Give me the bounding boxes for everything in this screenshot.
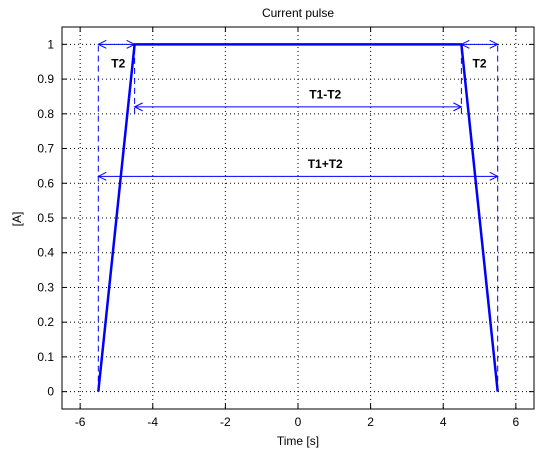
series-layer: [97, 43, 499, 392]
axes: [61, 26, 535, 410]
x-tick-label: 0: [295, 415, 302, 429]
pulse-line: [97, 43, 499, 392]
y-tick-label: 0.3: [37, 280, 54, 294]
annotations: T2 T2 T1-T2 T1+T2: [97, 39, 499, 181]
dimension-arrow: T2: [97, 39, 136, 70]
y-tick-label: 0.2: [37, 315, 54, 329]
annotation-label: T1-T2: [309, 88, 341, 102]
dashed-guides: [97, 44, 499, 392]
x-tick-label: 4: [440, 415, 447, 429]
y-tick-label: 0.8: [37, 107, 54, 121]
x-axis-label: Time [s]: [277, 434, 319, 448]
x-tick-label: -4: [147, 415, 158, 429]
arrow-head-left: [133, 102, 143, 112]
y-axis-label: [A]: [10, 212, 24, 227]
annotation-label: T1+T2: [308, 157, 343, 171]
dimension-arrow: T1-T2: [133, 88, 463, 112]
y-tick-label: 0.9: [37, 72, 54, 86]
annotation-label: T2: [111, 56, 125, 70]
x-tick-label: -6: [75, 415, 86, 429]
x-tick-label: -2: [220, 415, 231, 429]
y-tick-label: 0: [47, 385, 54, 399]
y-tick-label: 0.5: [37, 211, 54, 225]
arrow-head-right: [489, 171, 499, 181]
x-tick-label: 2: [367, 415, 374, 429]
chart-title: Current pulse: [262, 6, 334, 20]
x-tick-label: 6: [513, 415, 520, 429]
y-tick-label: 0.7: [37, 142, 54, 156]
arrow-head-right: [453, 102, 463, 112]
annotation-label: T2: [473, 56, 487, 70]
dimension-arrow: T1+T2: [97, 157, 499, 181]
arrow-head-right: [489, 39, 499, 49]
y-tick-label: 0.1: [37, 350, 54, 364]
y-tick-label: 0.4: [37, 246, 54, 260]
tick-labels: -6 -4 -2 0 2 4 6 0 0.1 0.2 0.3 0.4 0.5 0.6 0.7 0.8 0.9 1: [37, 37, 519, 429]
arrow-head-left: [97, 39, 107, 49]
y-tick-label: 0.6: [37, 176, 54, 190]
y-tick-label: 1: [47, 37, 54, 51]
dimension-arrow: T2: [460, 39, 499, 70]
arrow-head-left: [97, 171, 107, 181]
